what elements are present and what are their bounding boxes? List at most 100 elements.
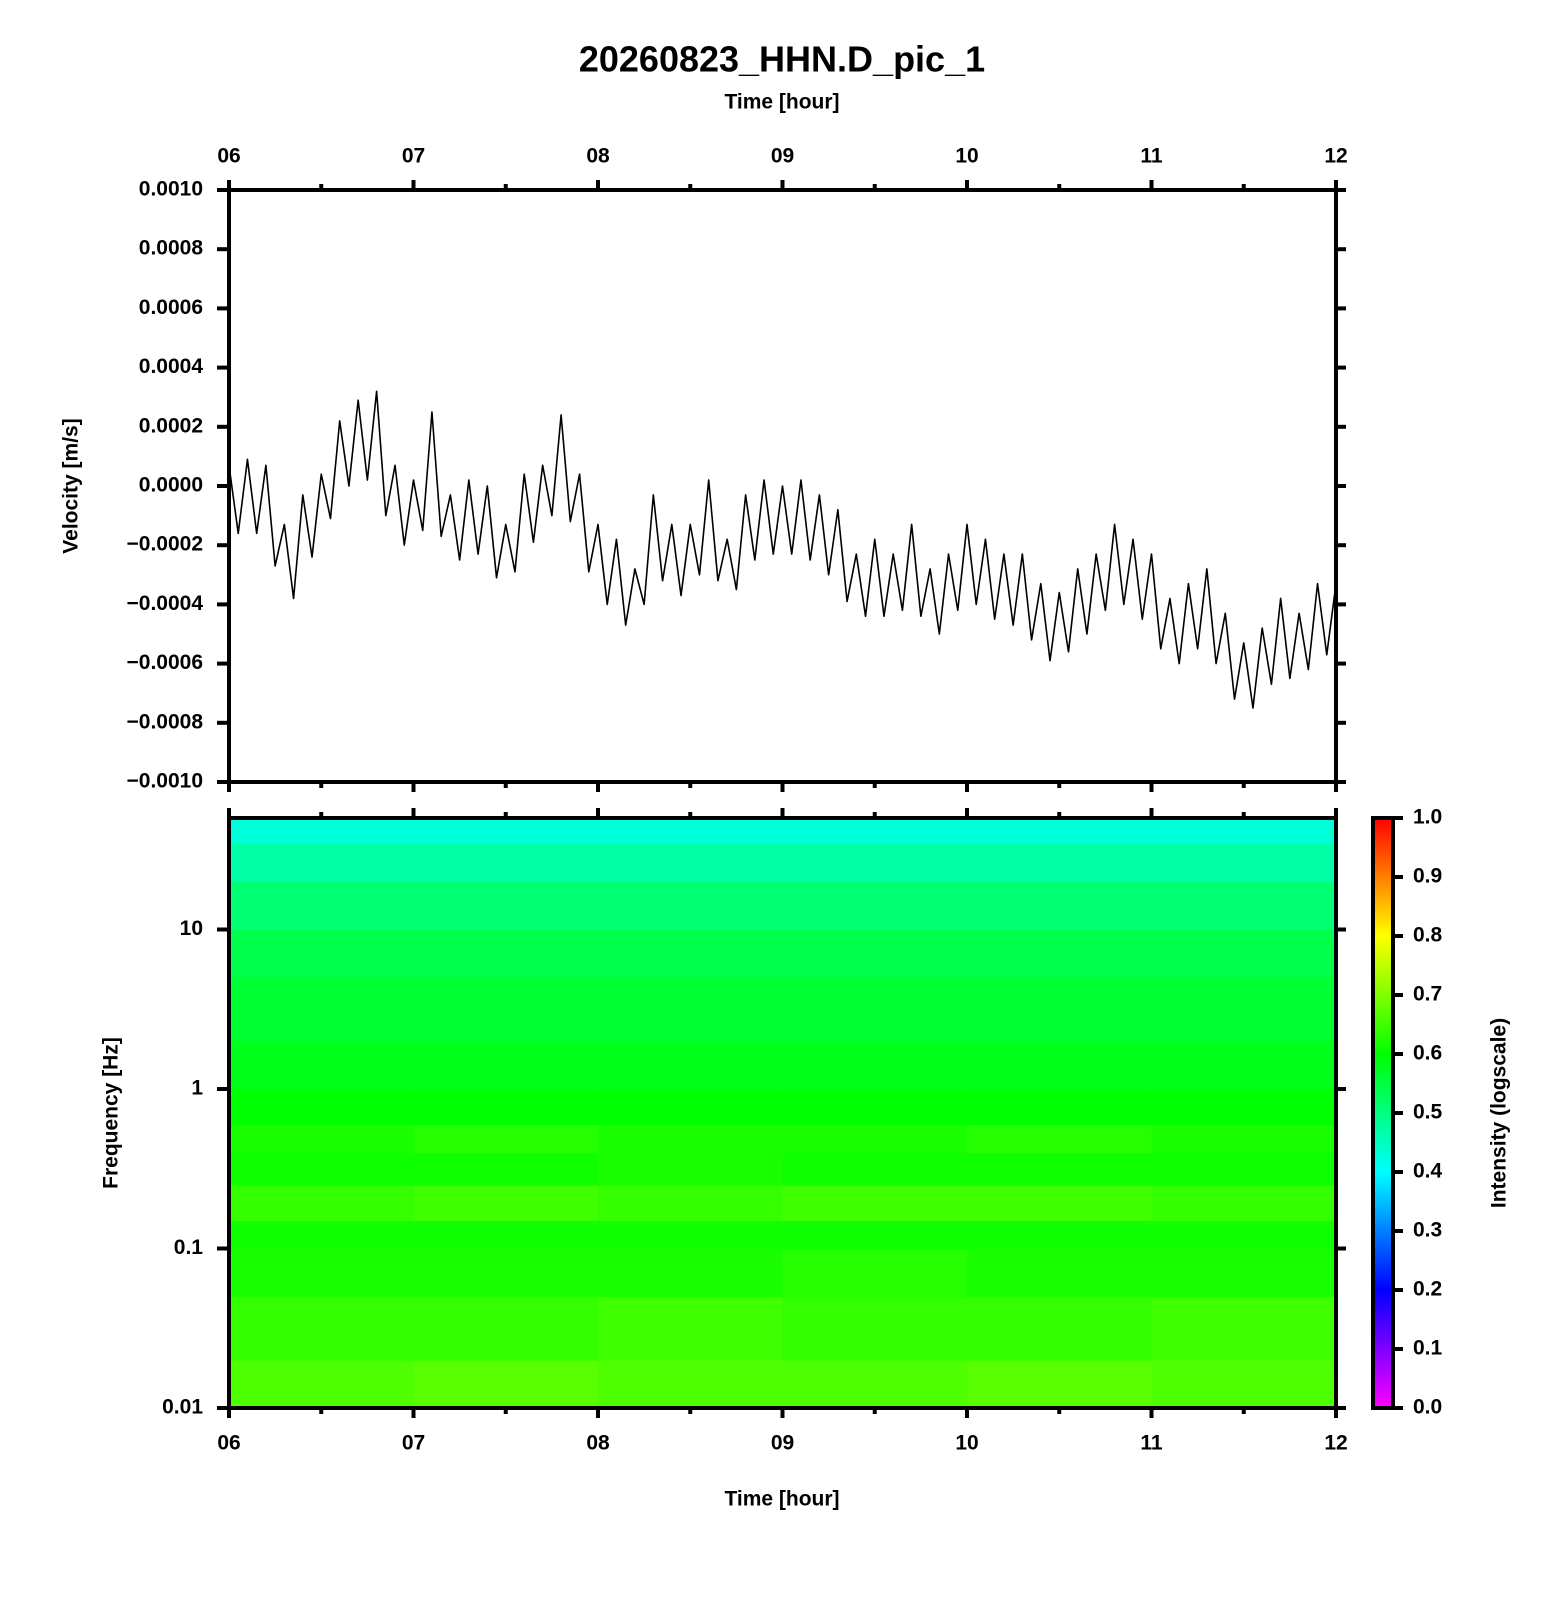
spectrogram-cell [413,1248,599,1298]
spectrogram-cell [782,929,968,979]
waveform-line [228,390,1337,709]
spectrogram-cell [1151,929,1337,979]
spectrogram-cell [1151,1220,1337,1250]
y-axis-label: Velocity [m/s] [60,418,83,553]
spectrogram-cell [967,818,1153,844]
spectrogram-cell [1151,1359,1337,1409]
spectrogram-cell [598,1152,784,1186]
spectrogram-cell [229,842,415,883]
spectrogram-cell [229,1152,415,1186]
x-tick-label: 06 [217,1432,240,1455]
y-tick-label: 0.0000 [139,474,203,497]
spectrogram-cell [598,1040,784,1090]
spectrogram-cell [1151,1248,1337,1298]
spectrogram-cell [598,818,784,844]
spectrogram-cell [782,1124,968,1154]
spectrogram-cell [413,842,599,883]
spectrogram-cell [967,1152,1153,1186]
y-tick-label: 0.0002 [139,414,203,437]
spectrogram-cell [1151,1152,1337,1186]
spectrogram-cell [229,818,415,844]
spectrogram-cell [598,1359,784,1409]
x-tick-label: 07 [402,145,425,168]
y-tick-label: 1 [191,1077,203,1100]
spectrogram-cell [413,1185,599,1222]
spectrogram-cell [598,1124,784,1154]
x-tick-label: 11 [1140,1432,1163,1455]
colorbar-tick-label: 0.3 [1413,1219,1442,1242]
spectrogram-cell [413,1220,599,1250]
spectrogram-cell [967,1220,1153,1250]
x-tick-label: 12 [1324,145,1347,168]
y-tick-label: −0.0008 [127,710,204,733]
spectrogram-cell [413,818,599,844]
spectrogram-cell [782,881,968,931]
x-tick-label: 10 [955,1432,978,1455]
colorbar-tick-label: 1.0 [1413,806,1442,829]
spectrogram-cell [782,1220,968,1250]
spectrogram-cell [229,1248,415,1298]
y-tick-label: 0.0008 [139,237,204,260]
colorbar-tick-label: 0.1 [1413,1337,1443,1360]
x-axis-label: Time [hour] [724,91,839,114]
spectrogram-cell [967,1248,1153,1298]
spectrogram-cell [1151,842,1337,883]
spectrogram-cell [1151,1185,1337,1222]
spectrogram-cell [967,1359,1153,1409]
spectrogram-cell [1151,977,1337,1042]
y-tick-label: 0.0004 [139,355,204,378]
y-tick-label: −0.0010 [127,770,204,793]
chart-title: 20260823_HHN.D_pic_1 [579,39,985,80]
x-tick-label: 09 [771,1432,794,1455]
y-tick-label: 10 [180,917,203,940]
spectrogram-cell [1151,1124,1337,1154]
spectrogram-cell [1151,1088,1337,1125]
spectrogram-cell [229,881,415,931]
colorbar-tick-label: 0.6 [1413,1042,1442,1065]
spectrogram-cell [782,1152,968,1186]
x-tick-label: 08 [586,1432,610,1455]
spectrogram-cell [967,1088,1153,1125]
spectrogram-cell [1151,881,1337,931]
spectrogram-cell [413,1296,599,1361]
x-tick-label: 11 [1140,145,1163,168]
spectrogram-cell [967,977,1153,1042]
spectrogram-cell [229,1359,415,1409]
spectrogram-cell [1151,1040,1337,1090]
y-tick-label: 0.01 [162,1396,203,1419]
spectrogram-cell [229,1220,415,1250]
spectrogram-cell [1151,818,1337,844]
spectrogram-cell [782,1185,968,1222]
colorbar-tick-label: 0.7 [1413,983,1442,1006]
spectrogram-cell [598,1088,784,1125]
x-tick-label: 07 [402,1432,425,1455]
spectrogram-cell [967,1185,1153,1222]
spectrogram-cell [967,1296,1153,1361]
y-tick-label: −0.0006 [127,651,204,674]
spectrogram-cell [598,1220,784,1250]
spectrogram-cell [413,1040,599,1090]
x-tick-label: 09 [771,145,794,168]
spectrogram-cell [229,929,415,979]
plot-frame [227,188,1338,784]
spectrogram-cell [782,818,968,844]
y-tick-label: 0.0006 [139,296,203,319]
colorbar-tick-label: 0.8 [1413,924,1443,947]
spectrogram-cell [967,929,1153,979]
spectrogram-cell [413,1088,599,1125]
spectrogram-cell [229,1040,415,1090]
spectrogram-cell [413,929,599,979]
colorbar-tick-label: 0.4 [1413,1160,1443,1183]
spectrogram-cell [413,881,599,931]
spectrogram-cell [413,1124,599,1154]
spectrogram-cell [598,881,784,931]
spectrogram-cell [229,1124,415,1154]
x-tick-label: 08 [586,145,610,168]
spectrogram-cell [1151,1296,1337,1361]
spectrogram-cell [229,1296,415,1361]
colorbar-label: Intensity (logscale) [1488,1018,1511,1208]
colorbar-tick-label: 0.0 [1413,1396,1442,1419]
spectrogram-cell [782,1296,968,1361]
y-tick-label: −0.0004 [127,592,204,615]
